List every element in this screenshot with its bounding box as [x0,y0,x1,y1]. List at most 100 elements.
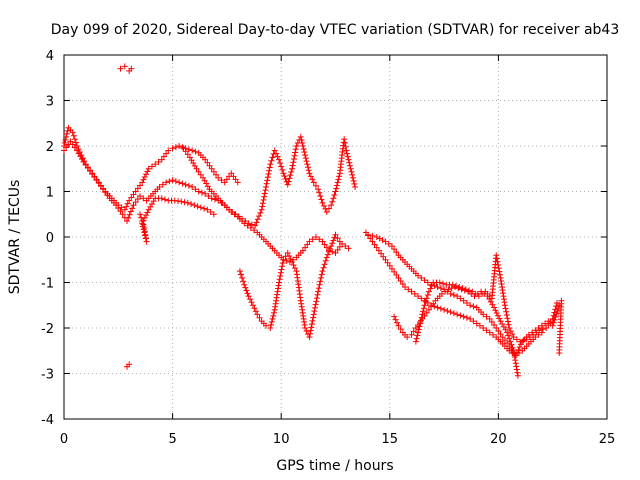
data-point [476,322,483,329]
data-point [267,325,274,331]
data-point [93,177,100,184]
data-point [536,327,543,334]
data-point [297,133,304,140]
data-point [301,149,308,156]
data-point [306,334,313,341]
data-point [61,147,67,154]
data-point [191,202,198,209]
data-point [185,182,192,189]
data-point [139,223,146,230]
data-point [169,145,176,152]
data-point [312,301,319,308]
data-point [373,234,380,240]
data-point [505,321,512,328]
data-point [399,281,406,288]
data-point [72,139,79,146]
data-point [495,265,502,272]
data-point [182,181,189,188]
data-point [438,290,445,297]
data-point [279,260,286,266]
data-point [118,204,125,211]
data-point [503,308,510,315]
data-point [300,146,307,153]
data-point [348,168,355,175]
data-point [422,298,429,305]
data-point [262,187,269,194]
data-point [379,237,386,244]
data-point [310,179,317,186]
data-point [64,127,71,134]
data-point [304,164,311,171]
data-point [550,312,557,319]
data-point [102,189,109,196]
data-point [104,192,111,199]
data-point [84,164,91,171]
data-point [470,318,477,325]
data-point [306,238,313,245]
data-point [282,175,289,182]
data-point [251,305,258,312]
data-point [513,366,520,373]
data-point [82,161,89,168]
data-point [504,340,511,347]
data-point [165,147,172,154]
data-point [341,136,348,143]
data-point [342,143,349,150]
data-point [336,238,343,245]
data-point [185,146,192,153]
data-point [119,211,126,218]
data-point [181,199,188,206]
data-point [265,170,272,177]
data-point [201,205,208,212]
data-point [322,257,329,264]
data-point [304,161,311,168]
data-point [271,147,278,154]
data-point [243,287,250,294]
data-point [392,316,399,323]
data-point [437,305,444,312]
data-point [134,185,141,192]
data-point [329,240,336,247]
data-point [284,249,291,256]
data-point [260,196,267,203]
data-point [386,262,393,269]
data-point [420,305,427,312]
data-point [202,156,209,163]
data-point [204,206,211,213]
data-point [195,188,202,195]
x-axis-label: GPS time / hours [276,458,393,474]
data-point [437,285,444,292]
data-point [523,336,530,343]
data-point [551,309,558,316]
data-point [553,303,560,310]
data-point [276,279,283,286]
data-point [299,143,306,149]
data-point [328,243,335,250]
data-point [299,139,306,146]
data-point [264,177,271,184]
data-point [373,244,380,251]
data-point [291,152,298,159]
data-point [63,133,70,140]
data-point [205,193,212,200]
data-point [425,306,432,313]
data-point [197,204,204,211]
data-point [509,331,516,338]
data-point [397,277,404,284]
data-point [391,246,398,253]
data-point [448,285,455,292]
data-point [262,183,269,190]
data-point [292,146,299,153]
data-point [288,168,295,175]
data-point [292,149,299,156]
data-point [266,167,273,174]
data-point [279,263,286,270]
data-point [335,176,342,183]
data-point [211,196,218,203]
data-point [289,165,296,172]
data-point [425,288,432,295]
data-point [239,215,246,222]
data-point [491,321,498,328]
data-point [417,320,424,327]
data-point [316,189,323,196]
